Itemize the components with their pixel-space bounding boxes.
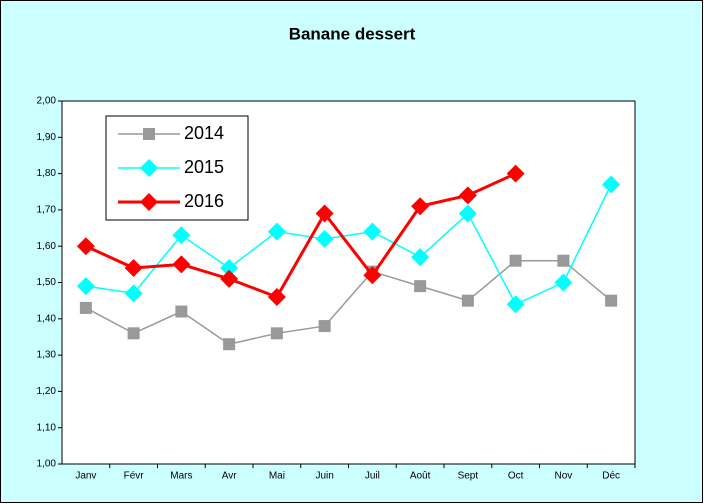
- marker: [315, 204, 334, 223]
- marker: [270, 327, 283, 340]
- y-tick-label: 1,90: [37, 132, 57, 143]
- marker: [557, 254, 570, 267]
- marker: [605, 294, 618, 307]
- series-line: [85, 259, 612, 346]
- marker: [602, 175, 621, 194]
- y-tick-label: 1,10: [37, 422, 57, 433]
- y-tick-label: 1,80: [37, 168, 57, 179]
- marker: [506, 164, 525, 183]
- x-tick-label: Juin: [315, 471, 333, 482]
- x-tick-label: Mars: [170, 471, 192, 482]
- marker: [318, 320, 331, 333]
- marker: [140, 159, 158, 177]
- x-tick-label: Sept: [458, 471, 479, 482]
- y-tick-label: 1,20: [37, 386, 57, 397]
- marker: [267, 222, 286, 241]
- marker: [124, 284, 143, 303]
- marker: [76, 237, 95, 256]
- y-tick-label: 1,50: [37, 277, 57, 288]
- y-tick-label: 1,00: [37, 459, 57, 470]
- marker: [554, 273, 573, 292]
- x-tick-label: Janv: [75, 471, 96, 482]
- marker: [458, 186, 477, 205]
- y-tick-label: 1,70: [37, 205, 57, 216]
- y-tick-label: 1,60: [37, 241, 57, 252]
- marker: [220, 269, 239, 288]
- marker: [143, 128, 155, 140]
- marker: [509, 254, 522, 267]
- marker: [223, 338, 236, 351]
- y-tick-label: 1,40: [37, 313, 57, 324]
- series-line: [85, 172, 517, 299]
- series-line: [85, 184, 612, 306]
- marker: [267, 288, 286, 307]
- marker: [220, 258, 239, 277]
- x-tick-label: Oct: [508, 471, 524, 482]
- x-tick-label: Déc: [602, 471, 620, 482]
- x-tick-label: Mai: [269, 471, 285, 482]
- marker: [124, 258, 143, 277]
- marker: [506, 295, 525, 314]
- y-tick-label: 1,30: [37, 350, 57, 361]
- marker: [363, 222, 382, 241]
- x-tick-label: Févr: [124, 471, 145, 482]
- y-tick-label: 2,00: [37, 96, 57, 107]
- legend-label: 2014: [184, 123, 224, 143]
- marker: [76, 277, 95, 296]
- legend-label: 2015: [184, 157, 224, 177]
- marker: [411, 248, 430, 267]
- marker: [175, 305, 188, 318]
- marker: [414, 280, 427, 293]
- marker: [172, 226, 191, 245]
- legend-label: 2016: [184, 191, 224, 211]
- marker: [461, 294, 474, 307]
- x-tick-label: Août: [410, 471, 431, 482]
- marker: [411, 197, 430, 216]
- marker: [315, 229, 334, 248]
- marker: [172, 255, 191, 274]
- marker: [140, 193, 158, 211]
- marker: [363, 266, 382, 285]
- x-tick-label: Juil: [365, 471, 380, 482]
- marker: [458, 204, 477, 223]
- x-tick-label: Avr: [222, 471, 237, 482]
- x-tick-label: Nov: [554, 471, 572, 482]
- marker: [79, 301, 92, 314]
- marker: [127, 327, 140, 340]
- chart-title: Banane dessert: [289, 24, 416, 43]
